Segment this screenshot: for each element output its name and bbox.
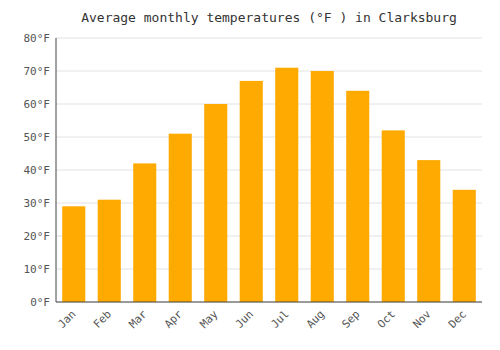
x-tick-label: Aug: [304, 308, 327, 331]
y-tick-label: 80°F: [24, 32, 51, 45]
x-tick-label: Oct: [375, 308, 398, 331]
bar: [169, 134, 192, 302]
grid-line: [56, 38, 482, 39]
bar: [204, 104, 227, 302]
x-tick-label: Feb: [91, 308, 114, 331]
grid-line: [56, 137, 482, 138]
y-tick-label: 70°F: [24, 65, 51, 78]
x-tick-labels: Jan Feb Mar Apr May Jun Jul Aug Sep Oct Nov Dec: [55, 307, 469, 331]
grid: [56, 38, 482, 302]
chart-svg: Average monthly temperatures (°F ) in Cl…: [0, 0, 500, 350]
y-tick-label: 10°F: [24, 263, 51, 276]
bar: [133, 163, 156, 302]
x-tick-label: May: [197, 307, 221, 331]
bar: [417, 160, 440, 302]
x-tick-label: Sep: [339, 308, 362, 331]
x-tick-label: Jun: [233, 308, 256, 331]
grid-line: [56, 104, 482, 105]
bar: [98, 200, 121, 302]
grid-line: [56, 71, 482, 72]
y-tick-label: 60°F: [24, 98, 51, 111]
y-axis-line: [56, 38, 57, 302]
y-tick-label: 20°F: [24, 230, 51, 243]
x-tick-label: Nov: [410, 307, 434, 331]
bar: [346, 91, 369, 302]
bars: [62, 68, 476, 302]
y-tick-label: 50°F: [24, 131, 51, 144]
x-tick-label: Dec: [446, 308, 469, 331]
grid-line: [56, 302, 482, 303]
x-tick-label: Jan: [55, 308, 78, 331]
bar: [62, 206, 85, 302]
x-tick-label: Mar: [126, 307, 150, 331]
bar: [382, 130, 405, 302]
x-tick-label: Apr: [162, 307, 186, 331]
bar: [453, 190, 476, 302]
bar: [311, 71, 334, 302]
bar: [240, 81, 263, 302]
x-tick-label: Jul: [268, 308, 291, 331]
title: Average monthly temperatures (°F ) in Cl…: [81, 10, 457, 25]
x-axis-line: [56, 302, 482, 303]
y-tick-label: 0°F: [30, 296, 50, 309]
chart-container: Average monthly temperatures (°F ) in Cl…: [0, 0, 500, 350]
y-tick-label: 40°F: [24, 164, 51, 177]
bar: [275, 68, 298, 302]
y-tick-labels: 0°F 10°F 20°F 30°F 40°F 50°F 60°F 70°F 80°F: [24, 32, 51, 309]
y-tick-label: 30°F: [24, 197, 51, 210]
